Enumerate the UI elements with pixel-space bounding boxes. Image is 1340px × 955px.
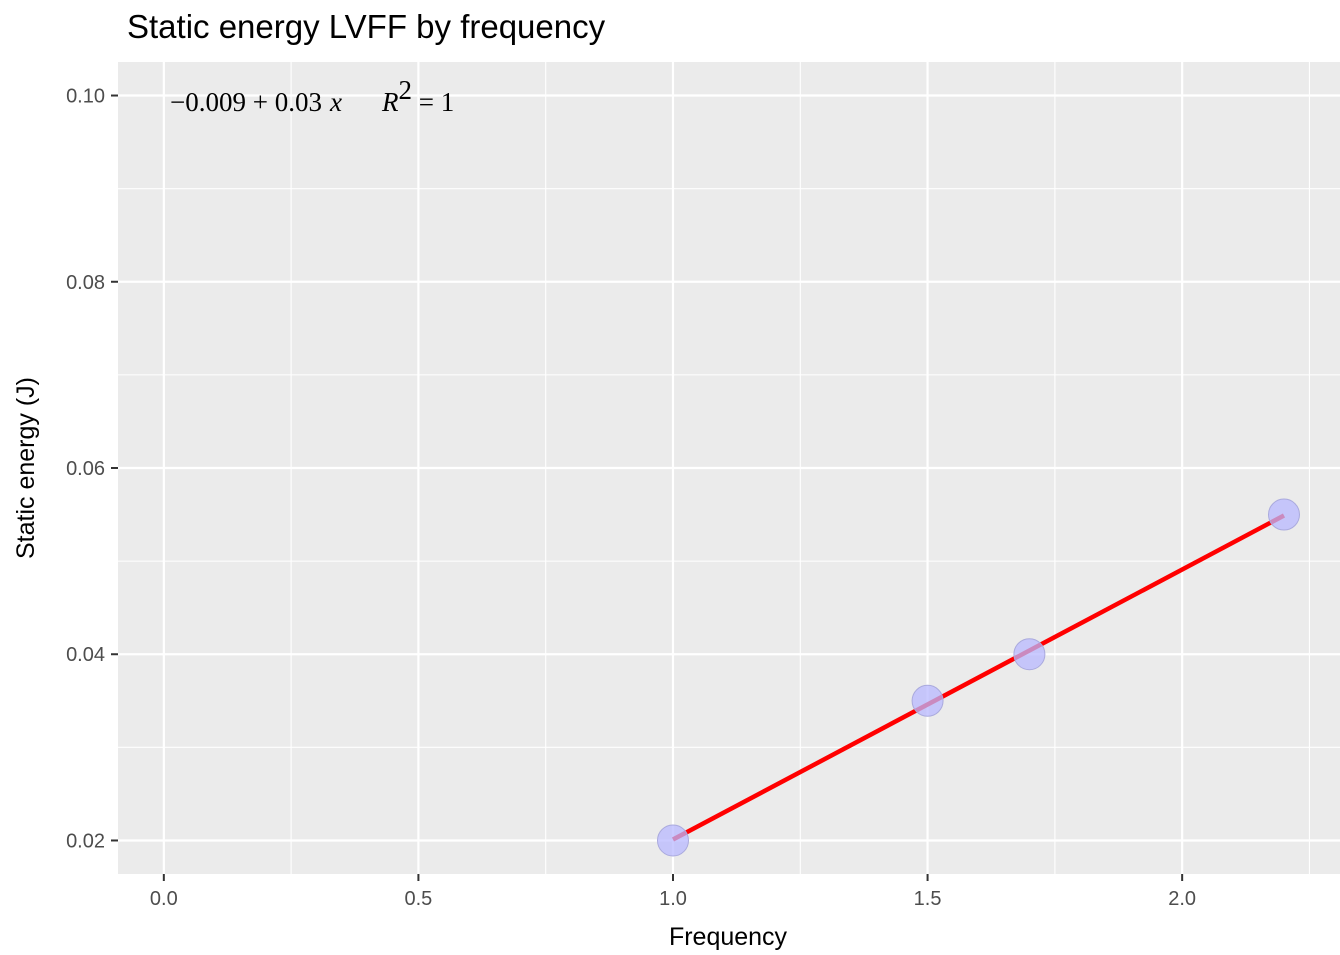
- y-tick-label: 0.04: [66, 644, 105, 666]
- chart-title: Static energy LVFF by frequency: [127, 8, 606, 45]
- y-tick-label: 0.10: [66, 86, 105, 108]
- major-gridlines: [118, 62, 1340, 874]
- x-tick-label: 0.0: [150, 888, 178, 910]
- x-tick-label: 1.5: [914, 888, 942, 910]
- x-tick-label: 1.0: [659, 888, 687, 910]
- data-point: [1013, 638, 1046, 671]
- data-point: [656, 824, 689, 857]
- x-tick-label: 2.0: [1168, 888, 1196, 910]
- regression-equation: −0.009 + 0.03 x R2 = 1: [170, 75, 454, 117]
- y-axis-title: Static energy (J): [12, 377, 40, 559]
- x-axis-title: Frequency: [669, 923, 788, 951]
- y-tick-labels: 0.02 0.04 0.06 0.08 0.10: [66, 86, 105, 853]
- x-tick-labels: 0.0 0.5 1.0 1.5 2.0: [150, 888, 1196, 910]
- fit-line: [671, 513, 1286, 842]
- data-point: [1267, 498, 1300, 531]
- y-tick-label: 0.06: [66, 458, 105, 480]
- data-points: [656, 498, 1300, 857]
- x-tick-label: 0.5: [405, 888, 433, 910]
- axis-ticks: [111, 94, 1184, 881]
- y-tick-label: 0.08: [66, 272, 105, 294]
- data-point: [911, 684, 944, 717]
- y-tick-label: 0.02: [66, 830, 105, 852]
